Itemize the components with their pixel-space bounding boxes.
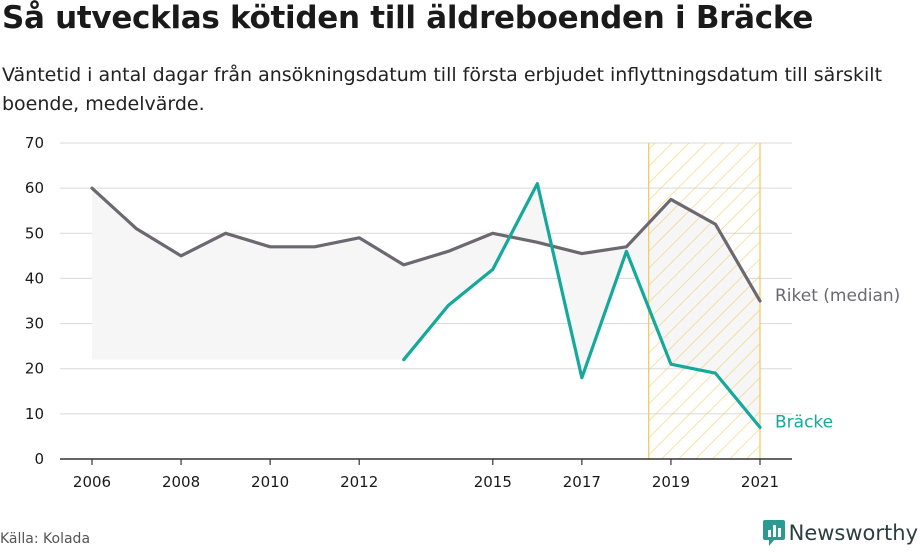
newsworthy-logo-icon (762, 520, 785, 546)
brand-name: Newsworthy (788, 521, 918, 545)
series-line-riket (90, 186, 762, 303)
chart-subtitle: Väntetid i antal dagar från ansökningsda… (2, 64, 883, 115)
y-tick-label: 70 (25, 134, 44, 152)
series-lines (90, 182, 762, 429)
y-tick-label: 50 (25, 224, 44, 242)
series-label: Riket (median) (775, 286, 900, 306)
axis-labels: 0 10 20 30 40 50 60 70 2006 2008 2010 2012 2015 2017 2… (25, 134, 900, 491)
newsworthy-logo: Newsworthy (762, 518, 918, 548)
x-tick-label: 2006 (73, 473, 111, 491)
y-tick-label: 40 (25, 269, 44, 287)
highlight-hatch (648, 143, 760, 459)
x-axis (60, 458, 792, 465)
highlight-region (648, 143, 761, 459)
series-label: Bräcke (775, 412, 833, 432)
y-tick-label: 0 (34, 450, 44, 468)
source-note: Källa: Kolada (0, 531, 91, 547)
y-tick-label: 10 (25, 405, 44, 423)
x-tick-label: 2010 (251, 473, 289, 491)
x-tick-label: 2019 (652, 473, 690, 491)
x-tick-label: 2012 (340, 473, 378, 491)
y-tick-label: 30 (25, 315, 44, 333)
chart-title: Så utvecklas kötiden till äldreboenden i… (2, 0, 814, 36)
y-tick-label: 20 (25, 360, 44, 378)
x-tick-label: 2008 (162, 473, 200, 491)
x-tick-label: 2021 (741, 473, 779, 491)
series-line-bracke (402, 182, 762, 429)
x-tick-label: 2017 (563, 473, 601, 491)
y-tick-label: 60 (25, 179, 44, 197)
x-tick-label: 2015 (474, 473, 512, 491)
